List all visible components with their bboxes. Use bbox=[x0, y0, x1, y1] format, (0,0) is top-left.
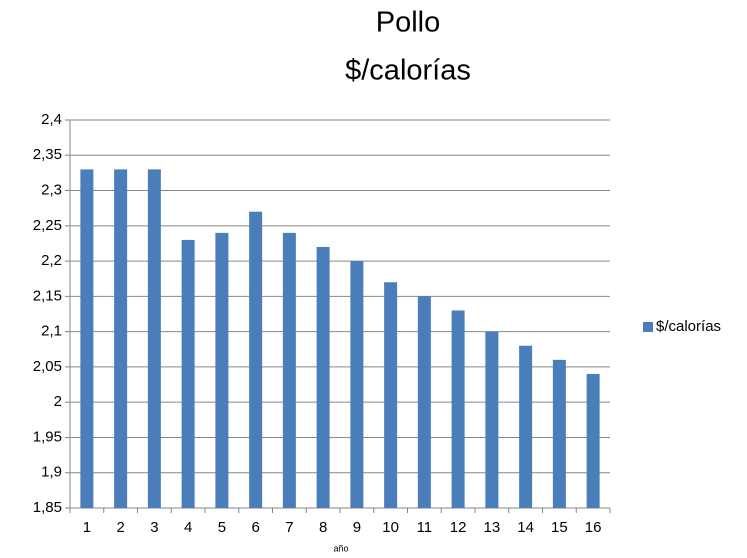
y-tick-label: 2,4 bbox=[41, 111, 62, 128]
x-tick-label: 8 bbox=[319, 519, 327, 536]
x-tick-label: 11 bbox=[417, 519, 433, 536]
x-tick-label: 6 bbox=[251, 519, 259, 536]
bar bbox=[282, 232, 296, 508]
bar bbox=[586, 373, 600, 508]
bar bbox=[80, 169, 94, 508]
x-tick-label: 13 bbox=[484, 519, 501, 536]
legend-label: $/calorías bbox=[656, 318, 721, 335]
y-tick-label: 1,85 bbox=[33, 499, 62, 516]
x-tick-label: 14 bbox=[517, 519, 534, 536]
x-tick-label: 5 bbox=[218, 519, 226, 536]
y-tick-label: 2,1 bbox=[41, 323, 62, 340]
bar bbox=[215, 232, 229, 508]
legend-swatch bbox=[643, 322, 653, 332]
x-tick-label: 7 bbox=[285, 519, 293, 536]
x-tick-label: 15 bbox=[551, 519, 568, 536]
bar bbox=[519, 345, 533, 508]
bar bbox=[552, 359, 566, 508]
x-tick-label: 16 bbox=[585, 519, 602, 536]
y-tick-label: 2,05 bbox=[33, 358, 62, 375]
y-tick-label: 2,3 bbox=[41, 182, 62, 199]
bar bbox=[181, 239, 195, 508]
chart-subtitle: $/calorías bbox=[345, 55, 471, 87]
y-tick-label: 2,2 bbox=[41, 252, 62, 269]
x-tick-label: 9 bbox=[353, 519, 361, 536]
x-tick-label: 3 bbox=[150, 519, 158, 536]
x-tick-label: 10 bbox=[382, 519, 399, 536]
x-tick-label: 4 bbox=[184, 519, 192, 536]
bar bbox=[249, 211, 263, 508]
bar bbox=[114, 169, 128, 508]
bar bbox=[384, 282, 398, 508]
x-tick-label: 2 bbox=[116, 519, 124, 536]
x-tick-label: 1 bbox=[83, 519, 91, 536]
bar bbox=[485, 331, 499, 508]
y-tick-label: 2 bbox=[54, 393, 62, 410]
bar bbox=[316, 246, 330, 508]
bar bbox=[417, 296, 431, 508]
y-tick-label: 1,95 bbox=[33, 428, 62, 445]
bar bbox=[147, 169, 161, 508]
bar bbox=[451, 310, 465, 508]
y-tick-label: 2,25 bbox=[33, 217, 62, 234]
y-tick-label: 2,15 bbox=[33, 287, 62, 304]
bar bbox=[350, 261, 364, 508]
x-tick-label: 12 bbox=[450, 519, 467, 536]
y-tick-label: 2,35 bbox=[33, 146, 62, 163]
y-tick-label: 1,9 bbox=[41, 464, 62, 481]
x-axis-label: año bbox=[333, 543, 348, 553]
chart-title: Pollo bbox=[376, 7, 441, 39]
